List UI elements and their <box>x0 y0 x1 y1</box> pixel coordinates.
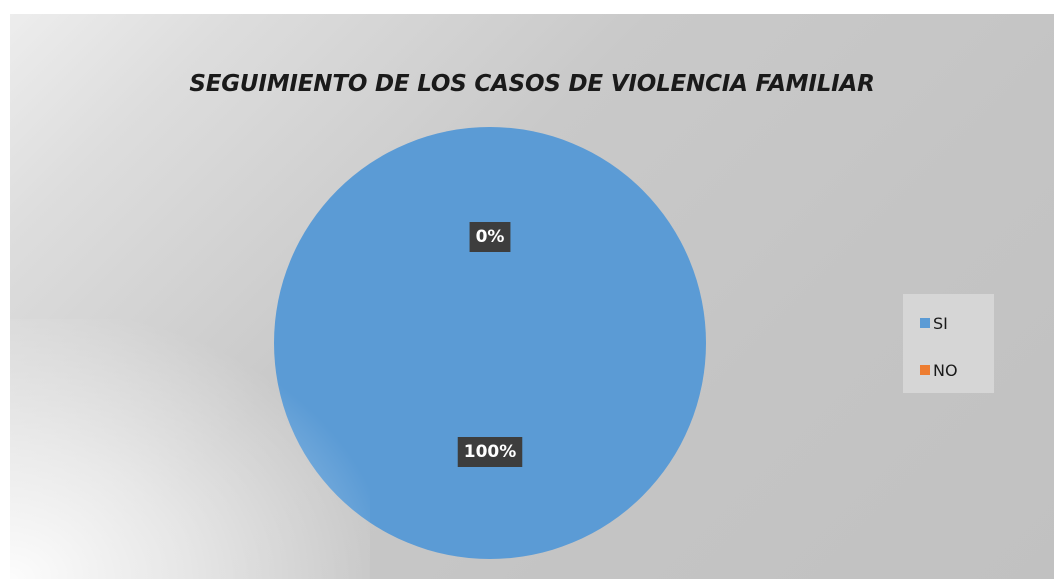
legend: SI NO <box>903 294 994 393</box>
legend-item-no: NO <box>920 359 958 381</box>
legend-label-no: NO <box>933 361 958 380</box>
chart-area: SEGUIMIENTO DE LOS CASOS DE VIOLENCIA FA… <box>10 14 1054 579</box>
data-label-no: 0% <box>470 222 511 252</box>
legend-item-si: SI <box>920 312 948 334</box>
legend-label-si: SI <box>933 314 948 333</box>
pie-slice-si <box>274 127 706 559</box>
data-label-text-si: 100% <box>464 442 517 462</box>
pie-chart: 100% 0% <box>10 14 1054 579</box>
data-label-si: 100% <box>458 437 523 467</box>
data-label-text-no: 0% <box>476 227 505 247</box>
legend-swatch-no <box>920 365 930 375</box>
legend-swatch-si <box>920 318 930 328</box>
